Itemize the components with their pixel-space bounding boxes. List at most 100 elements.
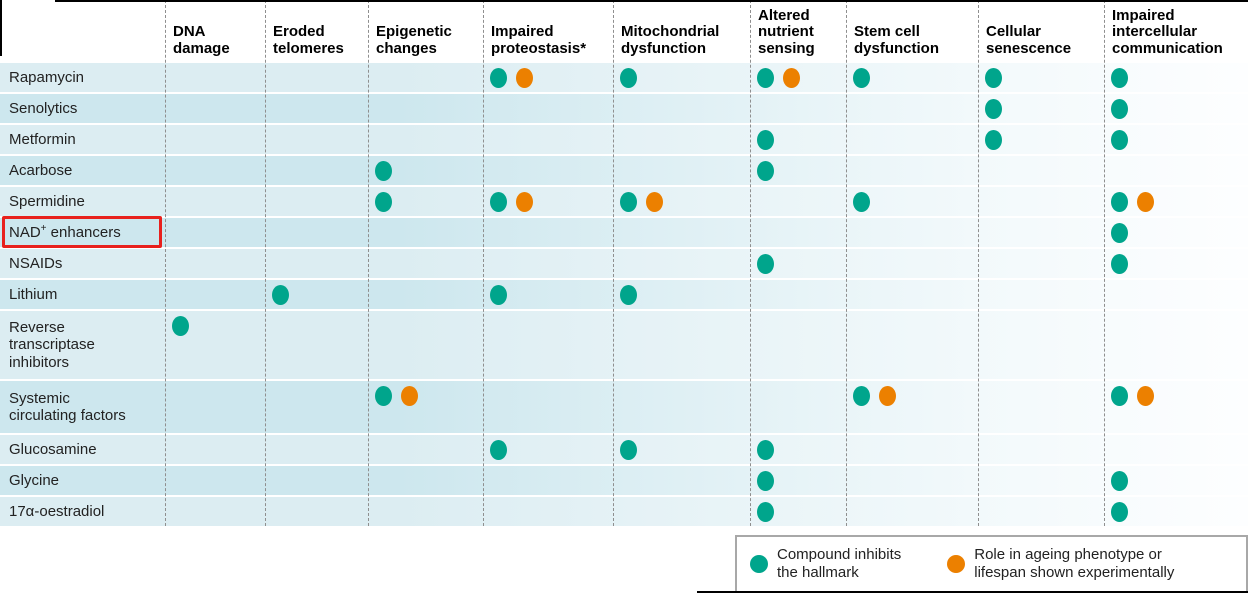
- table-cell: [483, 280, 613, 309]
- inhibits-dot: [620, 68, 637, 88]
- table-cell: [750, 497, 846, 526]
- table-cell: [750, 218, 846, 247]
- table-row: Lithium: [0, 280, 1248, 309]
- table-cell: [613, 381, 750, 433]
- table-cell: [978, 94, 1104, 123]
- table-row: Reverse transcriptase inhibitors: [0, 311, 1248, 379]
- table-cell: [978, 311, 1104, 379]
- table-cell: [368, 466, 483, 495]
- inhibits-dot: [853, 386, 870, 406]
- table-cell: [846, 187, 978, 216]
- inhibits-dot: [985, 68, 1002, 88]
- table-cell: [483, 466, 613, 495]
- table-row: NAD+ enhancers: [0, 216, 1248, 248]
- table-cell: [1104, 466, 1248, 495]
- experimental-dot: [401, 386, 418, 406]
- table-cell: [483, 497, 613, 526]
- experimental-dot: [879, 386, 896, 406]
- table-cell: [978, 280, 1104, 309]
- table-cell: [368, 249, 483, 278]
- table-cell: [165, 381, 265, 433]
- inhibits-dot: [620, 440, 637, 460]
- table-cell: [368, 311, 483, 379]
- table-cell: [165, 187, 265, 216]
- row-label: Glucosamine: [9, 440, 97, 458]
- column-divider-dashed-line: [265, 0, 266, 526]
- row-label-text: enhancers: [46, 223, 121, 241]
- inhibits-dot: [853, 68, 870, 88]
- inhibits-dot: [1111, 386, 1128, 406]
- table-row: Systemic circulating factors: [0, 381, 1248, 433]
- table-cell: [368, 156, 483, 185]
- inhibits-dot: [375, 161, 392, 181]
- table-cell: [165, 311, 265, 379]
- table-cell: [1104, 311, 1248, 379]
- table-cell: [846, 311, 978, 379]
- column-header: DNA damage: [165, 0, 265, 63]
- table-cell: [750, 466, 846, 495]
- table-cell: [846, 94, 978, 123]
- inhibits-dot: [757, 161, 774, 181]
- inhibits-dot: [1111, 130, 1128, 150]
- table-cell: [265, 280, 368, 309]
- column-header: Cellular senescence: [978, 0, 1104, 63]
- row-label: Systemic circulating factors: [9, 389, 126, 424]
- figure-frame-top-line: [55, 0, 1248, 2]
- row-label: Lithium: [9, 285, 58, 303]
- table-cell: [613, 94, 750, 123]
- table-cell: [483, 435, 613, 464]
- table-cell: [483, 218, 613, 247]
- experimental-dot: [516, 68, 533, 88]
- table-cell: [483, 63, 613, 92]
- row-label: NSAIDs: [9, 254, 63, 272]
- table-cell: [165, 218, 265, 247]
- column-divider-dashed-line: [750, 0, 751, 526]
- table-cell: [846, 125, 978, 154]
- table-cell: [846, 280, 978, 309]
- row-label: Spermidine: [9, 192, 85, 210]
- table-cell: [978, 435, 1104, 464]
- table-cell: [978, 381, 1104, 433]
- column-divider-dashed-line: [846, 0, 847, 526]
- experimental-dot: [516, 192, 533, 212]
- table-row: 17α-oestradiol: [0, 497, 1248, 526]
- table-cell: [1104, 125, 1248, 154]
- table-cell: [750, 381, 846, 433]
- table-cell: [483, 187, 613, 216]
- table-cell: [1104, 435, 1248, 464]
- column-header: Mitochondrial dysfunction: [613, 0, 750, 63]
- table-cell: [483, 249, 613, 278]
- inhibits-dot: [757, 471, 774, 491]
- row-label: Glycine: [9, 471, 60, 489]
- table-cell: [165, 94, 265, 123]
- table-cell: [750, 311, 846, 379]
- table-cell: [483, 156, 613, 185]
- column-header: Impaired intercellular communication: [1104, 0, 1248, 63]
- inhibits-dot: [620, 285, 637, 305]
- table-cell: [978, 63, 1104, 92]
- row-label-text: NAD: [9, 223, 41, 241]
- table-cell: [750, 156, 846, 185]
- row-label-text-wrap: NAD+ enhancers: [9, 223, 121, 241]
- table-cell: [265, 187, 368, 216]
- table-row: Spermidine: [0, 187, 1248, 216]
- table-cell: [368, 218, 483, 247]
- row-label: 17α-oestradiol: [9, 502, 105, 520]
- table-row: NSAIDs: [0, 249, 1248, 278]
- inhibits-dot: [1111, 68, 1128, 88]
- table-cell: [846, 156, 978, 185]
- inhibits-dot: [1111, 471, 1128, 491]
- table-cell: [368, 187, 483, 216]
- table-cell: [165, 497, 265, 526]
- table-cell: [165, 435, 265, 464]
- inhibits-dot: [757, 502, 774, 522]
- table-cell: [613, 497, 750, 526]
- table-cell: [483, 381, 613, 433]
- column-header: Impaired proteostasis*: [483, 0, 613, 63]
- table-cell: [846, 435, 978, 464]
- table-cell: [978, 497, 1104, 526]
- inhibits-dot: [853, 192, 870, 212]
- table-cell: [368, 94, 483, 123]
- table-cell: [750, 94, 846, 123]
- table-cell: [846, 249, 978, 278]
